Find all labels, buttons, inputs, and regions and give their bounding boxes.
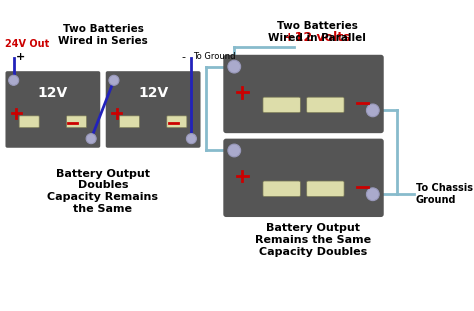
FancyBboxPatch shape: [307, 181, 344, 197]
Text: -: -: [182, 52, 190, 62]
Text: 24V Out: 24V Out: [6, 39, 50, 49]
Circle shape: [186, 134, 196, 144]
Circle shape: [109, 75, 119, 85]
FancyBboxPatch shape: [307, 97, 344, 113]
FancyBboxPatch shape: [223, 139, 384, 217]
FancyBboxPatch shape: [263, 97, 301, 113]
Text: Battery Output
Doubles
Capacity Remains
the Same: Battery Output Doubles Capacity Remains …: [47, 169, 158, 214]
FancyBboxPatch shape: [19, 116, 39, 128]
FancyBboxPatch shape: [263, 181, 301, 197]
FancyBboxPatch shape: [66, 116, 87, 128]
Circle shape: [366, 104, 379, 117]
Text: 12V: 12V: [38, 86, 68, 100]
FancyBboxPatch shape: [6, 71, 100, 148]
Text: Battery Output
Remains the Same
Capacity Doubles: Battery Output Remains the Same Capacity…: [255, 223, 371, 257]
Circle shape: [228, 60, 241, 73]
Text: Two Batteries
Wired in Series: Two Batteries Wired in Series: [58, 24, 148, 45]
Text: 12V: 12V: [138, 86, 168, 100]
Circle shape: [86, 134, 96, 144]
FancyBboxPatch shape: [223, 55, 384, 133]
Text: +: +: [16, 52, 25, 62]
FancyBboxPatch shape: [119, 116, 139, 128]
Text: +12 volts: +12 volts: [284, 31, 350, 44]
Text: To Chassis
Ground: To Chassis Ground: [416, 183, 473, 205]
Circle shape: [9, 75, 18, 85]
Circle shape: [228, 144, 241, 157]
FancyBboxPatch shape: [106, 71, 201, 148]
FancyBboxPatch shape: [167, 116, 187, 128]
Text: Two Batteries
Wired in Parallel: Two Batteries Wired in Parallel: [268, 21, 366, 43]
Text: To Ground: To Ground: [193, 52, 236, 61]
Circle shape: [366, 188, 379, 201]
